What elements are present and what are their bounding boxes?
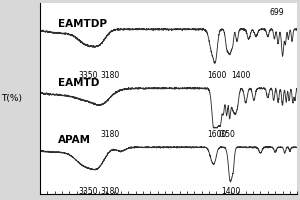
Text: EAMTDP: EAMTDP	[58, 19, 107, 29]
Text: EAMTD: EAMTD	[58, 78, 100, 88]
Text: 1600: 1600	[207, 130, 226, 139]
Text: 3350: 3350	[78, 71, 98, 80]
Text: I350: I350	[218, 130, 235, 139]
Text: T(%): T(%)	[1, 94, 22, 103]
Text: 1400: 1400	[231, 71, 250, 80]
Text: 3350: 3350	[78, 187, 98, 196]
Text: 1400: 1400	[221, 187, 241, 196]
Text: 1600: 1600	[207, 71, 226, 80]
Text: 3180: 3180	[100, 187, 120, 196]
Text: 3180: 3180	[100, 130, 120, 139]
Text: 3180: 3180	[100, 71, 120, 80]
Text: 699: 699	[269, 8, 284, 17]
Text: APAM: APAM	[58, 135, 92, 145]
